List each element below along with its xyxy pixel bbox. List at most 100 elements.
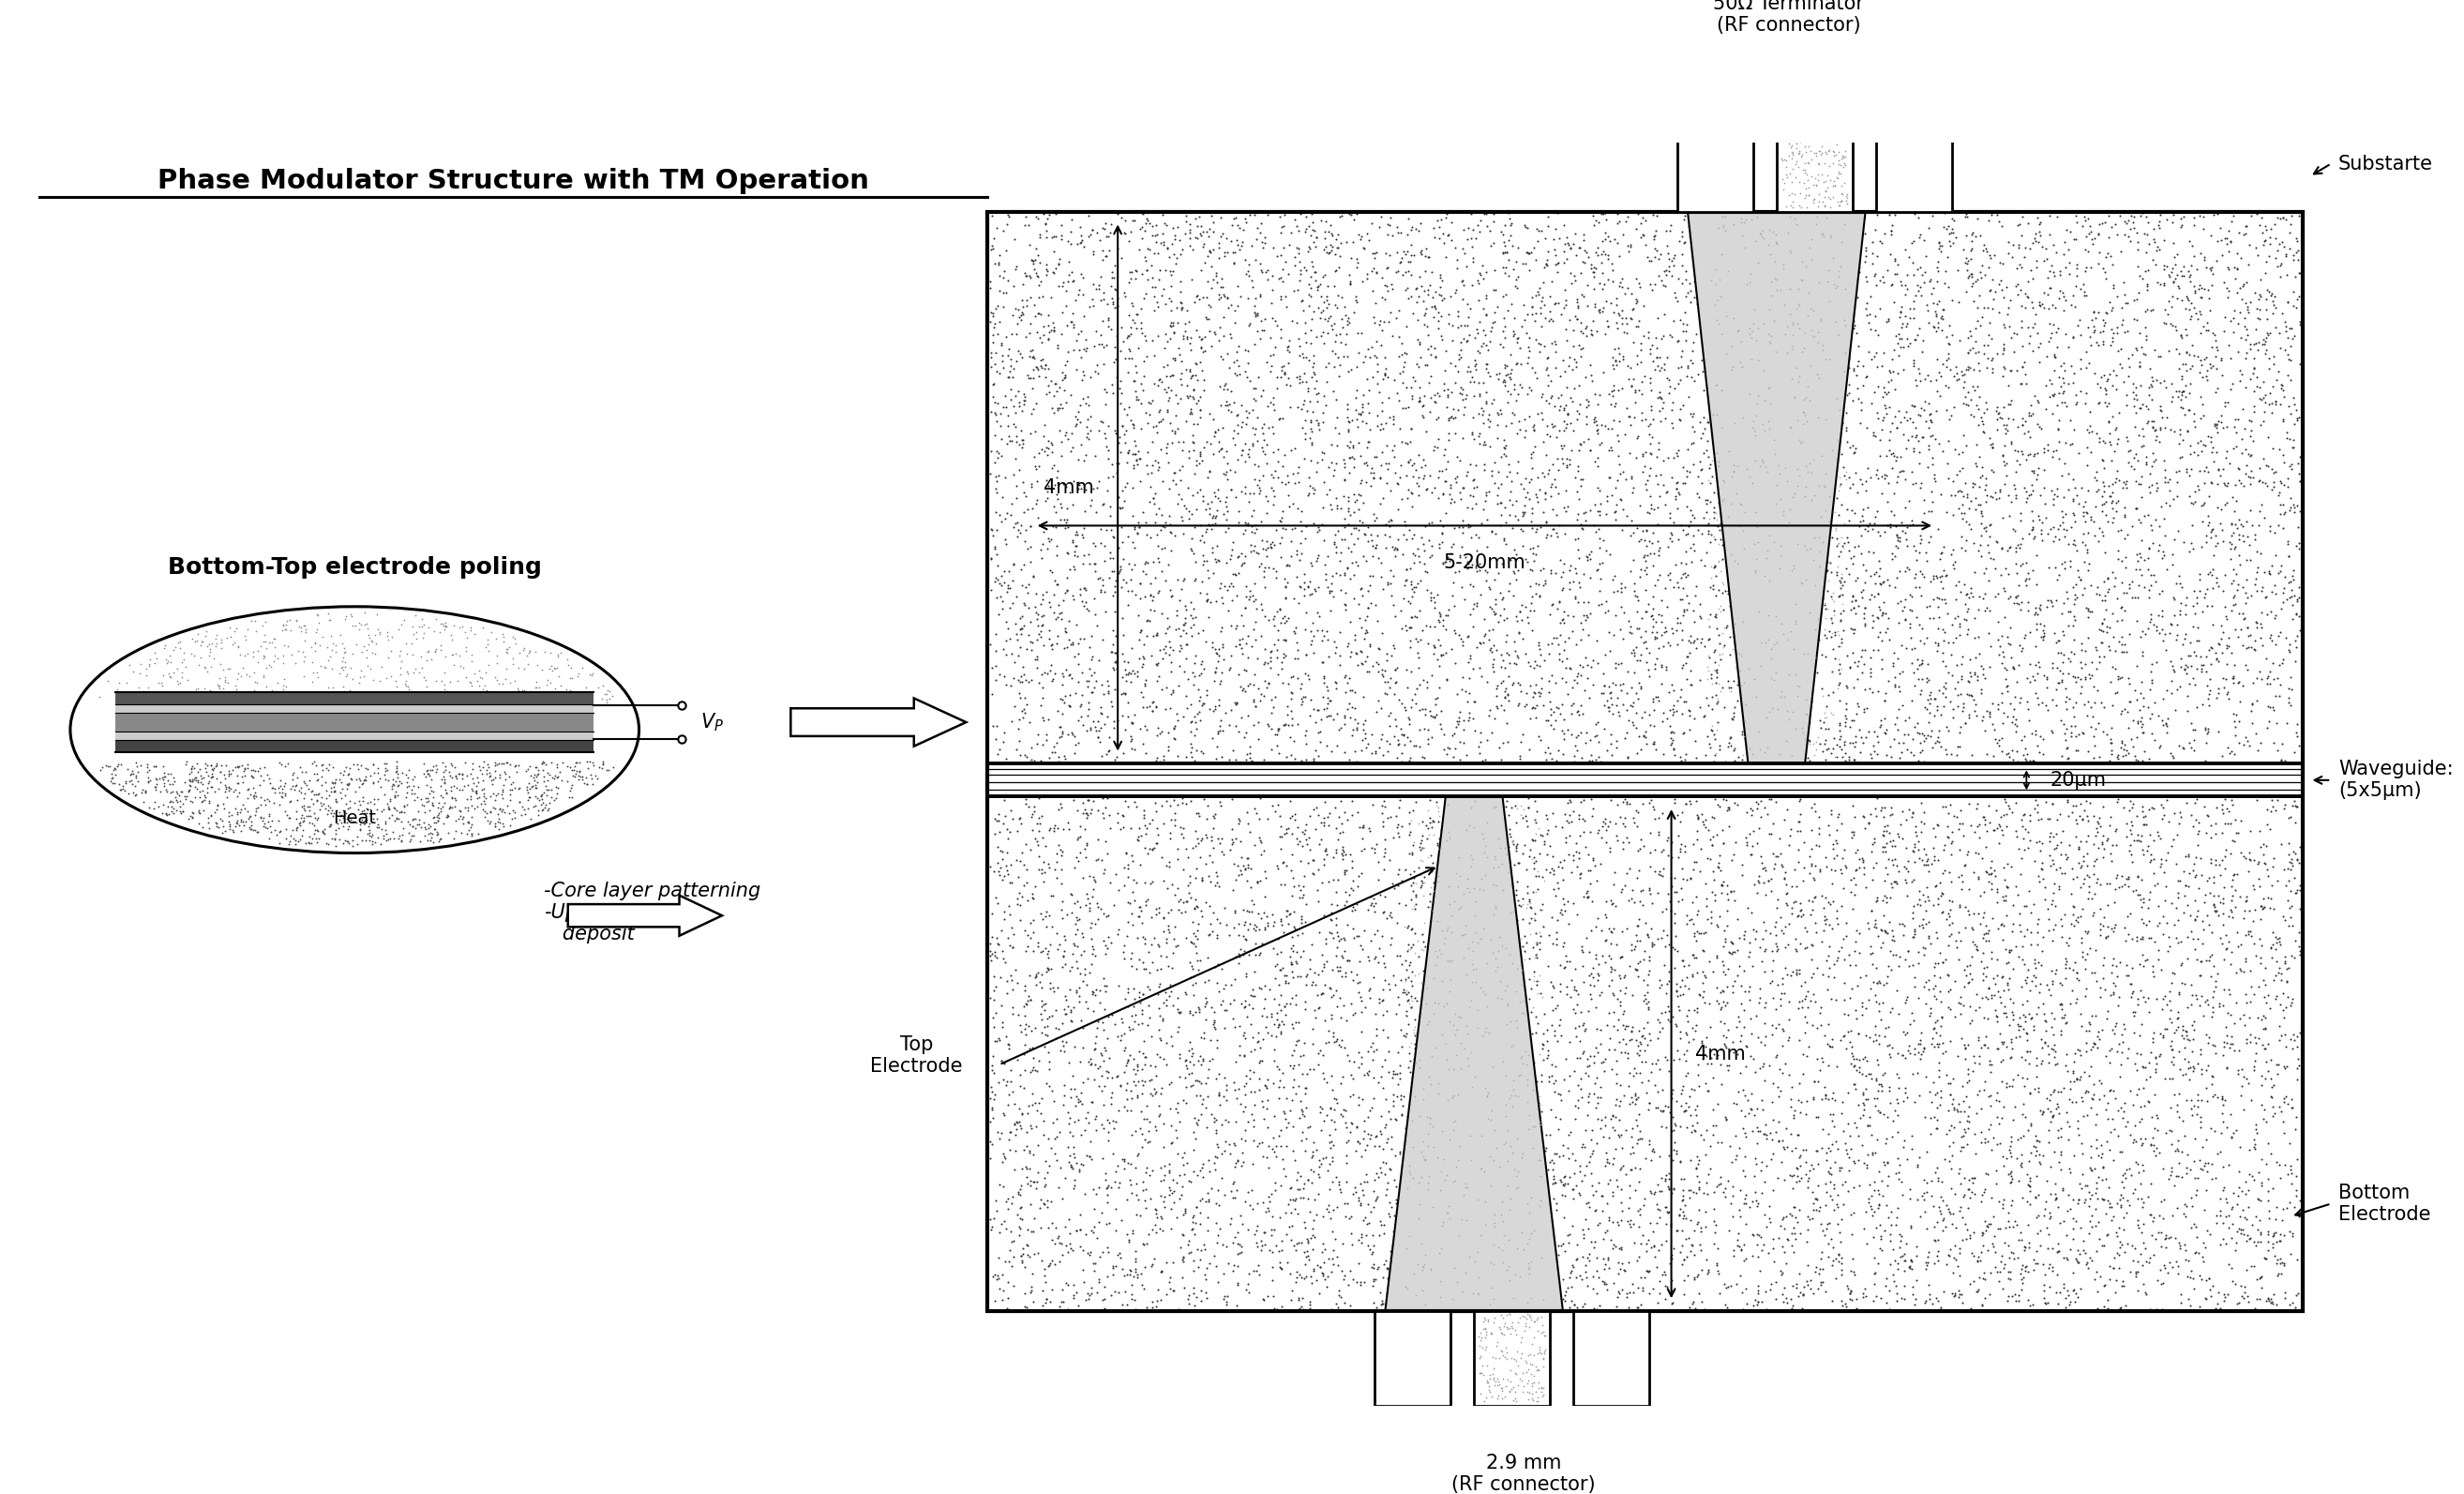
Point <box>1961 493 2001 517</box>
Point <box>2252 651 2292 675</box>
Point <box>2277 287 2316 311</box>
Point <box>1422 642 1461 666</box>
Point <box>1831 716 1870 740</box>
Point <box>1809 578 1848 602</box>
Point <box>1067 1106 1106 1129</box>
Point <box>328 774 367 798</box>
Point <box>2003 309 2043 333</box>
Point <box>978 931 1018 955</box>
Point <box>1752 647 1791 671</box>
Point <box>2023 235 2062 258</box>
Point <box>1328 489 1368 512</box>
Point <box>1799 369 1838 393</box>
Point <box>1279 872 1318 896</box>
Point <box>2247 983 2287 1007</box>
Point <box>1592 955 1631 979</box>
Point <box>976 465 1015 489</box>
Point <box>1161 901 1200 925</box>
Point <box>1143 1047 1183 1071</box>
Point <box>1705 1273 1745 1297</box>
Point <box>1922 575 1961 599</box>
Point <box>1533 717 1572 741</box>
Point <box>1306 837 1345 861</box>
Point <box>2156 627 2195 651</box>
Point <box>2045 946 2085 970</box>
Point <box>1831 320 1870 344</box>
Point <box>1725 1246 1764 1270</box>
Point <box>2158 1014 2198 1038</box>
Point <box>2025 1002 2065 1026</box>
Point <box>1956 841 1996 865</box>
Point <box>2259 620 2299 644</box>
Point <box>1725 710 1764 734</box>
Point <box>1491 1077 1530 1101</box>
Point <box>1279 1028 1318 1052</box>
Point <box>1981 214 2020 238</box>
Point <box>1833 1247 1873 1271</box>
Point <box>1323 484 1363 508</box>
Point <box>1688 627 1727 651</box>
Point <box>2181 285 2220 309</box>
Point <box>1072 489 1111 512</box>
Point <box>2122 1253 2161 1277</box>
Point <box>2262 651 2301 675</box>
Point <box>1651 1279 1690 1303</box>
Point <box>2119 698 2158 722</box>
Point <box>1483 1277 1523 1301</box>
Point <box>2131 372 2171 396</box>
Point <box>1848 1231 1887 1255</box>
Point <box>407 759 446 783</box>
Point <box>1666 1098 1705 1122</box>
Point <box>2146 711 2186 735</box>
Point <box>1959 814 1998 838</box>
Point <box>1271 681 1311 705</box>
Point <box>2144 1188 2183 1212</box>
Point <box>1853 1197 1892 1221</box>
Point <box>991 902 1030 926</box>
Point <box>1237 1134 1276 1158</box>
Point <box>1966 477 2006 500</box>
Point <box>424 811 463 835</box>
Point <box>2171 630 2210 654</box>
Point <box>1796 121 1836 145</box>
Point <box>1806 593 1846 617</box>
Point <box>1301 1240 1340 1264</box>
Point <box>1121 853 1161 877</box>
Point <box>1890 1255 1929 1279</box>
Point <box>1939 1156 1979 1180</box>
Point <box>1311 578 1350 602</box>
Point <box>562 768 601 792</box>
Point <box>552 775 591 799</box>
Point <box>1496 376 1535 400</box>
Point <box>1338 554 1377 578</box>
Point <box>1774 1103 1814 1126</box>
Point <box>1631 855 1671 878</box>
Point <box>2186 1023 2225 1047</box>
Point <box>1897 374 1937 397</box>
Point <box>1582 492 1621 515</box>
Point <box>1789 460 1828 484</box>
Point <box>1749 868 1789 892</box>
Point <box>1924 675 1964 699</box>
Point <box>2035 1140 2075 1164</box>
Point <box>2151 613 2190 636</box>
Point <box>1395 451 1434 475</box>
Point <box>991 916 1030 940</box>
Point <box>1826 692 1865 716</box>
Point <box>1934 1261 1974 1285</box>
Point <box>1863 889 1902 913</box>
Point <box>1821 689 1860 713</box>
Point <box>1801 538 1841 562</box>
Point <box>2176 441 2215 465</box>
Point <box>2168 397 2208 421</box>
Point <box>2272 991 2311 1014</box>
Point <box>1823 454 1863 478</box>
Point <box>1846 264 1885 288</box>
Point <box>1722 974 1762 998</box>
Point <box>1355 1161 1395 1185</box>
Point <box>1459 1243 1498 1267</box>
Point <box>2050 648 2089 672</box>
Point <box>2082 1132 2122 1156</box>
Point <box>1370 1040 1409 1064</box>
Point <box>1870 359 1910 382</box>
